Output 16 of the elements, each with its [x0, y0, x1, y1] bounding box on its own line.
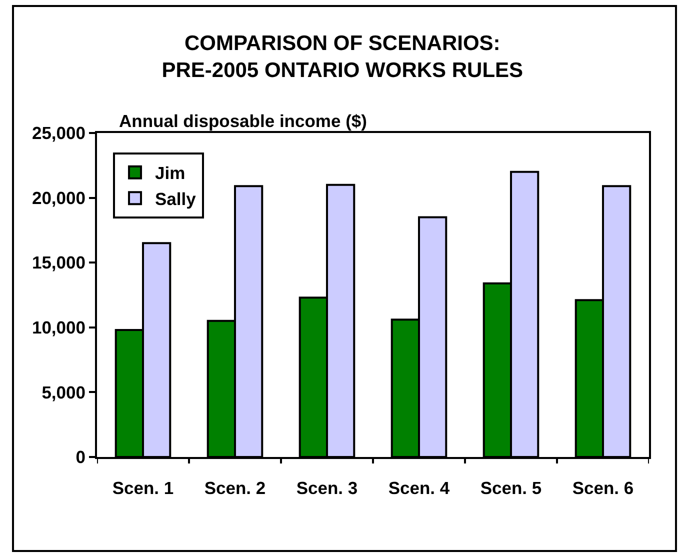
x-tick-label: Scen. 6	[572, 478, 634, 498]
y-tick-label: 25,000	[32, 123, 86, 144]
y-axis-title: Annual disposable income ($)	[119, 111, 367, 131]
chart-title: COMPARISON OF SCENARIOS: PRE-2005 ONTARIO WORKS RULES	[162, 32, 524, 82]
legend-label: Sally	[155, 188, 196, 209]
y-tick-label: 20,000	[32, 188, 86, 208]
y-tick-label: 0	[76, 447, 86, 468]
x-tick-label: Scen. 3	[296, 478, 358, 498]
x-tick-label: Scen. 4	[388, 478, 450, 498]
legend-label: Jim	[155, 163, 186, 184]
y-tick-label: 5,000	[42, 382, 86, 402]
x-tick-label: Scen. 2	[204, 478, 266, 498]
x-tick-label: Scen. 1	[112, 478, 174, 498]
y-tick-label: 15,000	[32, 252, 86, 273]
x-tick-label: Scen. 5	[480, 478, 542, 498]
y-tick-label: 10,000	[32, 318, 86, 338]
